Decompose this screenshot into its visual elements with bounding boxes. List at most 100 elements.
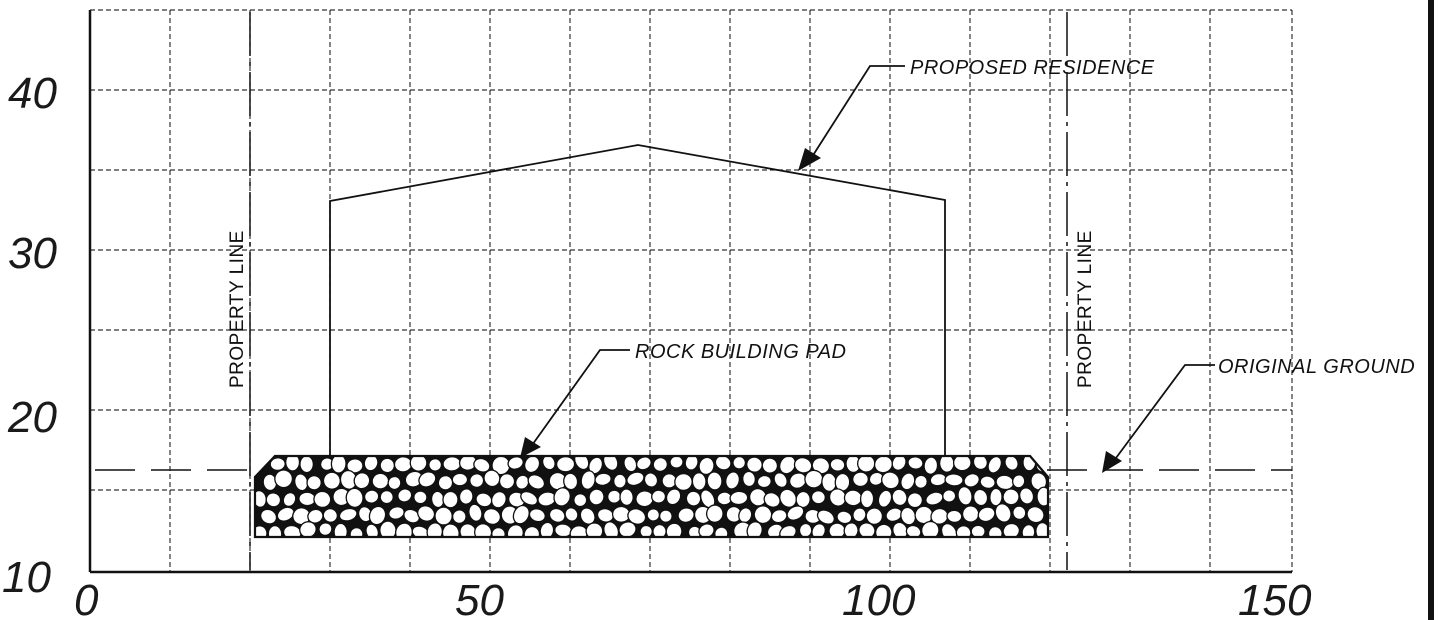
rock-stone <box>705 504 724 523</box>
rock-stone <box>857 456 876 473</box>
rock-stone <box>491 526 506 537</box>
rock-stone <box>365 523 380 537</box>
rock-stone <box>816 509 835 525</box>
rock-stone <box>555 456 576 473</box>
rock-stone <box>451 509 467 525</box>
rock-stone <box>665 488 682 506</box>
sheet-border-right <box>1428 0 1434 620</box>
rock-stone <box>1012 474 1026 489</box>
rock-stone <box>573 493 588 508</box>
rock-stone <box>881 471 900 490</box>
rock-stone <box>588 488 605 506</box>
rock-stone <box>437 474 454 491</box>
rock-stone <box>891 456 907 471</box>
rock-stone <box>994 503 1012 523</box>
rock-stone <box>313 490 332 509</box>
rock-stone <box>338 507 358 522</box>
rock-stone <box>418 471 437 488</box>
rock-stone <box>639 524 653 537</box>
rock-stone <box>1026 506 1045 524</box>
rock-stone <box>658 509 673 523</box>
rock-stone <box>345 487 364 509</box>
rock-stone <box>786 505 805 521</box>
rock-stone <box>746 521 763 537</box>
rock-stone <box>892 521 909 537</box>
rock-stone <box>859 489 875 509</box>
rock-stone <box>585 522 604 537</box>
rock-stone <box>748 487 768 507</box>
rock-stone <box>763 492 781 508</box>
rock-stone <box>563 472 579 491</box>
rock-stone <box>913 474 928 489</box>
x-tick-0: 0 <box>74 576 99 620</box>
rock-stone <box>810 490 826 505</box>
rock-stone <box>528 508 546 523</box>
rock-stone <box>957 485 973 506</box>
rock-stone <box>946 509 963 524</box>
rock-stone <box>942 489 957 503</box>
property-line-left-label: PROPERTY LINE <box>227 230 248 388</box>
rock-stone <box>989 487 1003 507</box>
rock-stone <box>417 505 436 522</box>
rock-stone <box>619 488 634 507</box>
rock-stone <box>409 456 428 472</box>
rock-stone <box>276 506 295 522</box>
x-tick-150: 150 <box>1238 576 1312 620</box>
rock-stone <box>330 456 347 474</box>
rock-stone <box>1035 521 1048 537</box>
ground-leader-line <box>1112 364 1215 463</box>
pad-leader-line <box>529 349 630 449</box>
rock-stone <box>267 524 283 537</box>
rock-stone <box>665 522 683 537</box>
rock-stone <box>677 507 695 523</box>
rock-stone <box>299 456 314 474</box>
rock-stone <box>482 507 502 526</box>
rock-stone <box>852 507 867 523</box>
rock-stone <box>259 508 278 525</box>
rock-stone <box>779 488 798 508</box>
rock-stone <box>773 472 788 489</box>
rock-stone <box>363 456 379 472</box>
rock-stone <box>1012 505 1027 521</box>
original-ground-label: ORIGINAL GROUND <box>1218 356 1415 378</box>
rock-stone <box>307 508 324 524</box>
rock-stone <box>829 457 846 472</box>
rock-stone <box>523 525 541 537</box>
rock-pad-outline <box>253 454 1050 539</box>
rock-fill-pattern <box>255 456 1048 537</box>
rock-stone <box>512 504 530 525</box>
y-tick-10: 10 <box>2 553 51 602</box>
rock-stone <box>318 522 333 536</box>
rock-stone <box>643 472 659 488</box>
rock-stone <box>811 523 826 537</box>
rock-stone <box>979 475 996 490</box>
rock-stone <box>952 456 972 472</box>
rock-stone <box>602 456 619 471</box>
rock-stone <box>1002 522 1021 537</box>
rock-stone <box>742 470 756 488</box>
rock-stone <box>403 508 421 524</box>
rock-stone <box>761 457 779 474</box>
proposed-residence-outline <box>329 144 946 456</box>
residence-leader-line <box>809 65 905 161</box>
rock-stone <box>539 521 555 537</box>
rock-stone <box>603 521 620 537</box>
rock-stone <box>698 456 715 476</box>
rock-stone <box>732 456 747 470</box>
pad-leader-arrow <box>520 437 541 458</box>
rock-stone <box>349 526 364 537</box>
rock-stone <box>684 456 699 471</box>
rock-stone <box>877 489 893 508</box>
rock-stone <box>553 487 571 507</box>
rock-stone <box>921 520 940 537</box>
rock-stone <box>970 524 986 537</box>
residence-leader-arrow <box>798 148 821 171</box>
rock-stone <box>706 471 723 491</box>
rock-stone <box>944 473 964 487</box>
y-tick-20: 20 <box>7 393 57 442</box>
rock-stone <box>652 457 669 473</box>
rock-stone <box>306 474 322 491</box>
rock-stone <box>1019 487 1035 505</box>
rock-stone <box>793 457 813 474</box>
